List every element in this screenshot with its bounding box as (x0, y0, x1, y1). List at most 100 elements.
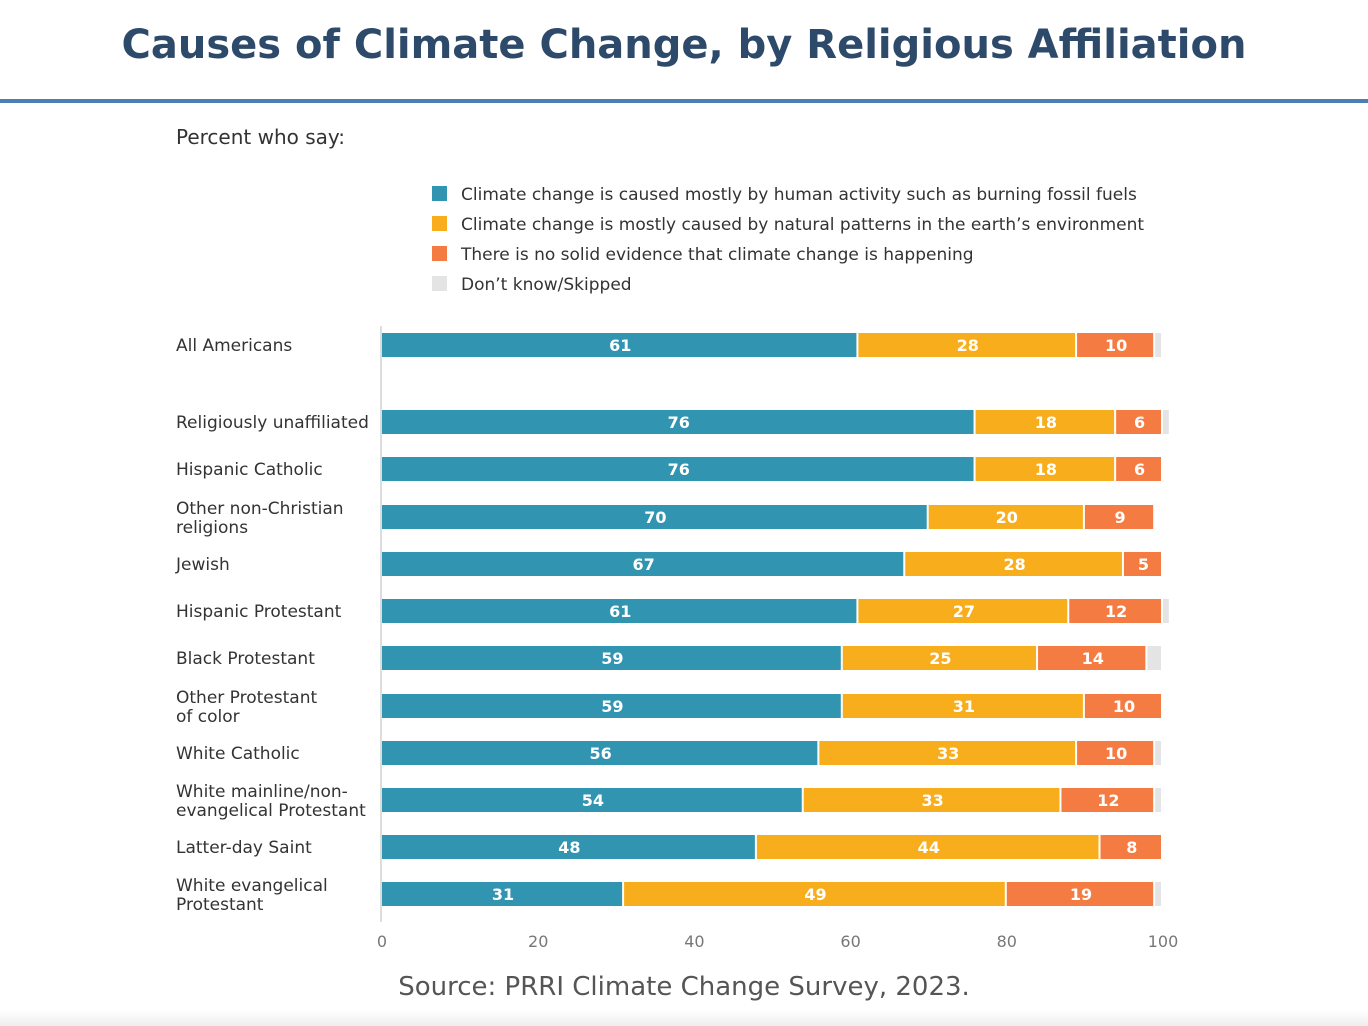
bar-segment (1155, 882, 1161, 906)
data-label: 6 (1134, 460, 1145, 479)
bar-segment (975, 410, 1115, 434)
data-label: 25 (929, 649, 951, 668)
x-tick-label: 80 (997, 932, 1017, 951)
data-label: 33 (921, 791, 943, 810)
bar-segment (382, 333, 857, 357)
bar-segment (1155, 788, 1161, 812)
data-label: 14 (1082, 649, 1104, 668)
bar-segment (842, 694, 1083, 718)
bar-segment (1069, 599, 1161, 623)
bar-segment (1116, 457, 1161, 481)
legend-label: Climate change is mostly caused by natur… (461, 215, 1144, 235)
x-tick-label: 0 (377, 932, 387, 951)
bar-segment (624, 882, 1005, 906)
data-label: 31 (492, 885, 514, 904)
category-label: Religiously unaffiliated (176, 413, 369, 433)
data-label: 10 (1105, 336, 1127, 355)
data-label: 76 (668, 413, 690, 432)
bar-segment (858, 333, 1076, 357)
chart-title: Causes of Climate Change, by Religious A… (121, 22, 1247, 68)
data-label: 18 (1035, 460, 1057, 479)
data-label: 12 (1105, 602, 1127, 621)
category-label: Black Protestant (176, 649, 315, 669)
legend-label: Don’t know/Skipped (461, 275, 632, 295)
bar-segment (382, 788, 802, 812)
legend-label: Climate change is caused mostly by human… (461, 185, 1137, 205)
data-label: 67 (633, 555, 655, 574)
bar-segment (858, 599, 1068, 623)
category-label: All Americans (176, 336, 292, 356)
bar-segment (382, 599, 857, 623)
bar-segment (1084, 505, 1154, 529)
bar-segment (382, 646, 841, 670)
data-label: 70 (644, 508, 666, 527)
data-label: 48 (558, 838, 580, 857)
bar-segment (1006, 882, 1154, 906)
title-divider (0, 99, 1368, 103)
data-label: 12 (1097, 791, 1119, 810)
bar-segment (1061, 788, 1154, 812)
source-note: Source: PRRI Climate Change Survey, 2023… (398, 972, 970, 1002)
data-label: 27 (953, 602, 975, 621)
data-label: 44 (918, 838, 940, 857)
bar-segment (928, 505, 1083, 529)
data-label: 9 (1114, 508, 1125, 527)
data-label: 5 (1138, 555, 1149, 574)
x-tick-label: 60 (840, 932, 860, 951)
legend-swatch (432, 276, 447, 291)
legend-swatch (432, 246, 447, 261)
bar-segment (1084, 694, 1161, 718)
bar-segment (382, 741, 818, 765)
data-label: 28 (957, 336, 979, 355)
bar-segment (382, 457, 974, 481)
category-label: White evangelical Protestant (176, 876, 328, 915)
data-label: 49 (804, 885, 826, 904)
bar-segment (382, 410, 974, 434)
chart-subtitle: Percent who say: (176, 125, 346, 149)
legend-label: There is no solid evidence that climate … (460, 245, 974, 265)
x-tick-label: 40 (684, 932, 704, 951)
bar-segment (382, 694, 841, 718)
bar-segment (382, 505, 927, 529)
category-label: Jewish (175, 555, 230, 575)
category-label: White Catholic (176, 744, 300, 764)
data-label: 20 (996, 508, 1018, 527)
footer-shade (0, 1010, 1368, 1026)
bar-segment (819, 741, 1076, 765)
category-label: Hispanic Catholic (176, 460, 323, 480)
bar-segment (382, 552, 904, 576)
category-label: Other non-Christian religions (176, 499, 344, 538)
data-label: 61 (609, 602, 631, 621)
legend-swatch (432, 186, 447, 201)
x-tick-label: 100 (1148, 932, 1179, 951)
data-label: 76 (668, 460, 690, 479)
category-label: Latter-day Saint (176, 838, 312, 858)
data-label: 56 (590, 744, 612, 763)
category-label: Other Protestant of color (176, 688, 317, 727)
bar-segment (1123, 552, 1161, 576)
data-label: 19 (1070, 885, 1092, 904)
data-label: 33 (937, 744, 959, 763)
data-label: 59 (601, 649, 623, 668)
bar-segment (975, 457, 1115, 481)
bar-segment (1147, 646, 1161, 670)
bar-segment (1155, 333, 1161, 357)
data-label: 54 (582, 791, 604, 810)
data-label: 61 (609, 336, 631, 355)
bar-segment (1163, 410, 1169, 434)
bar-segment (842, 646, 1037, 670)
category-label: Hispanic Protestant (176, 602, 342, 622)
bar-segment (803, 788, 1060, 812)
data-label: 6 (1134, 413, 1145, 432)
x-tick-label: 20 (528, 932, 548, 951)
data-label: 10 (1113, 697, 1135, 716)
bar-segment (1116, 410, 1161, 434)
bar-segment (382, 882, 623, 906)
data-label: 31 (953, 697, 975, 716)
data-label: 28 (1003, 555, 1025, 574)
data-label: 59 (601, 697, 623, 716)
bar-segment (756, 835, 1099, 859)
bar-segment (382, 835, 755, 859)
bar-segment (1163, 599, 1169, 623)
bar-segment (1038, 646, 1146, 670)
